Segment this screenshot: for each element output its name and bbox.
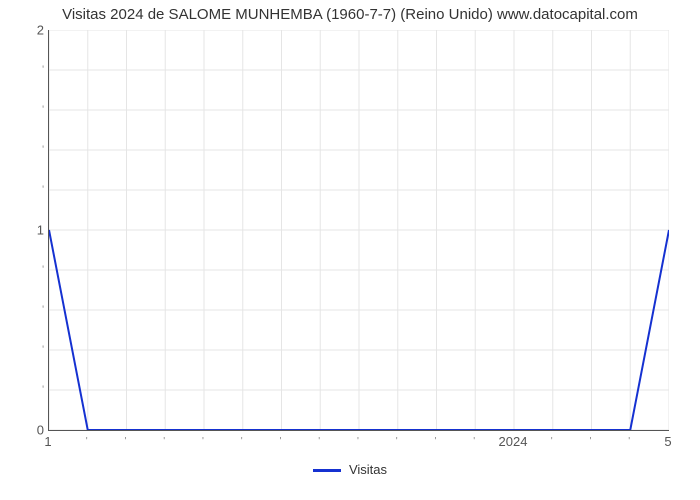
x-tick-minor: '	[628, 436, 630, 447]
x-tick-minor: '	[590, 436, 592, 447]
x-tick-minor: '	[202, 436, 204, 447]
x-tick-minor: '	[473, 436, 475, 447]
y-tick-minor: '	[4, 105, 44, 116]
plot-area	[48, 30, 669, 431]
legend: Visitas	[0, 462, 700, 477]
x-tick-minor: '	[357, 436, 359, 447]
x-tick-minor: '	[396, 436, 398, 447]
y-tick-major: 0	[4, 423, 44, 438]
legend-swatch	[313, 469, 341, 472]
y-tick-minor: '	[4, 305, 44, 316]
chart-title: Visitas 2024 de SALOME MUNHEMBA (1960-7-…	[0, 6, 700, 23]
x-tick-minor: '	[86, 436, 88, 447]
x-tick-minor: '	[241, 436, 243, 447]
x-tick-major: 1	[44, 434, 51, 449]
plot-svg	[49, 30, 669, 430]
x-tick-minor: '	[435, 436, 437, 447]
x-tick-minor: '	[125, 436, 127, 447]
y-tick-minor: '	[4, 145, 44, 156]
legend-label: Visitas	[349, 462, 387, 477]
y-tick-minor: '	[4, 265, 44, 276]
y-tick-minor: '	[4, 345, 44, 356]
x-tick-minor: '	[318, 436, 320, 447]
x-tick-minor: '	[551, 436, 553, 447]
y-tick-minor: '	[4, 65, 44, 76]
x-tick-extra: 2024	[499, 434, 528, 449]
grid	[49, 30, 669, 430]
x-tick-minor: '	[280, 436, 282, 447]
y-tick-minor: '	[4, 185, 44, 196]
y-tick-major: 2	[4, 23, 44, 38]
y-tick-minor: '	[4, 385, 44, 396]
x-tick-major: 5	[664, 434, 671, 449]
y-tick-major: 1	[4, 223, 44, 238]
chart-container: { "chart": { "type": "line", "title": "V…	[0, 0, 700, 500]
x-tick-minor: '	[163, 436, 165, 447]
